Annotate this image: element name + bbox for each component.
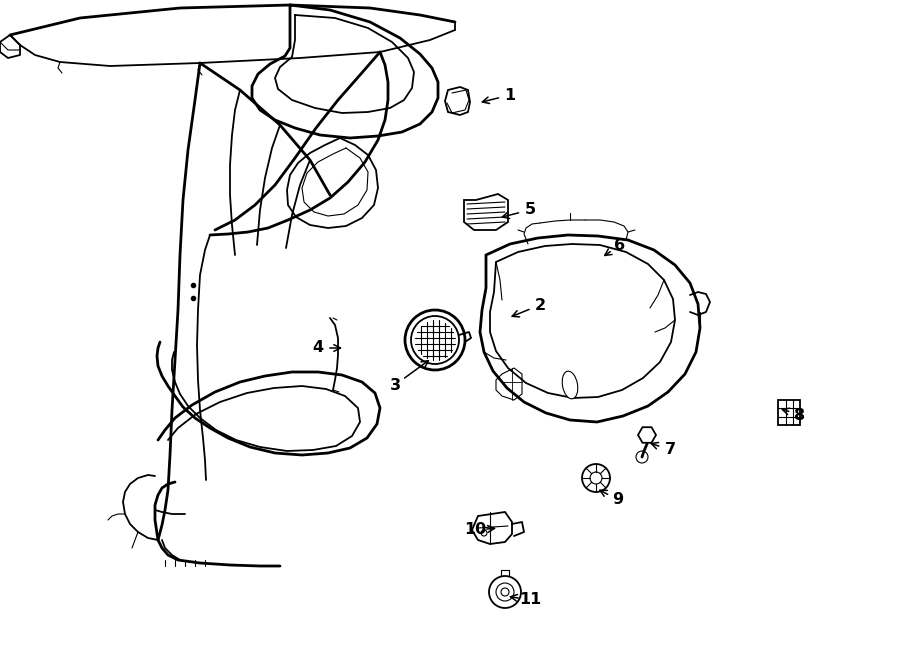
Ellipse shape [488, 315, 528, 365]
Text: 9: 9 [612, 492, 624, 508]
Text: 11: 11 [519, 592, 541, 607]
Polygon shape [480, 235, 700, 422]
Polygon shape [778, 400, 800, 425]
Text: 8: 8 [795, 407, 806, 422]
Circle shape [405, 310, 465, 370]
Polygon shape [464, 194, 508, 230]
Polygon shape [490, 244, 675, 398]
Text: 4: 4 [312, 340, 324, 356]
Circle shape [496, 583, 514, 601]
Ellipse shape [562, 371, 578, 399]
Circle shape [636, 451, 648, 463]
Circle shape [489, 576, 521, 608]
Text: 1: 1 [504, 87, 516, 102]
Polygon shape [445, 87, 470, 115]
Text: 2: 2 [535, 297, 545, 313]
Circle shape [590, 472, 602, 484]
Text: 10: 10 [464, 522, 486, 537]
Circle shape [582, 464, 610, 492]
Circle shape [411, 316, 459, 364]
Text: 3: 3 [390, 377, 400, 393]
Text: 6: 6 [615, 237, 626, 253]
Polygon shape [472, 512, 512, 544]
Circle shape [481, 530, 487, 536]
Circle shape [501, 588, 509, 596]
Text: 7: 7 [664, 442, 676, 457]
Text: 5: 5 [525, 202, 535, 217]
